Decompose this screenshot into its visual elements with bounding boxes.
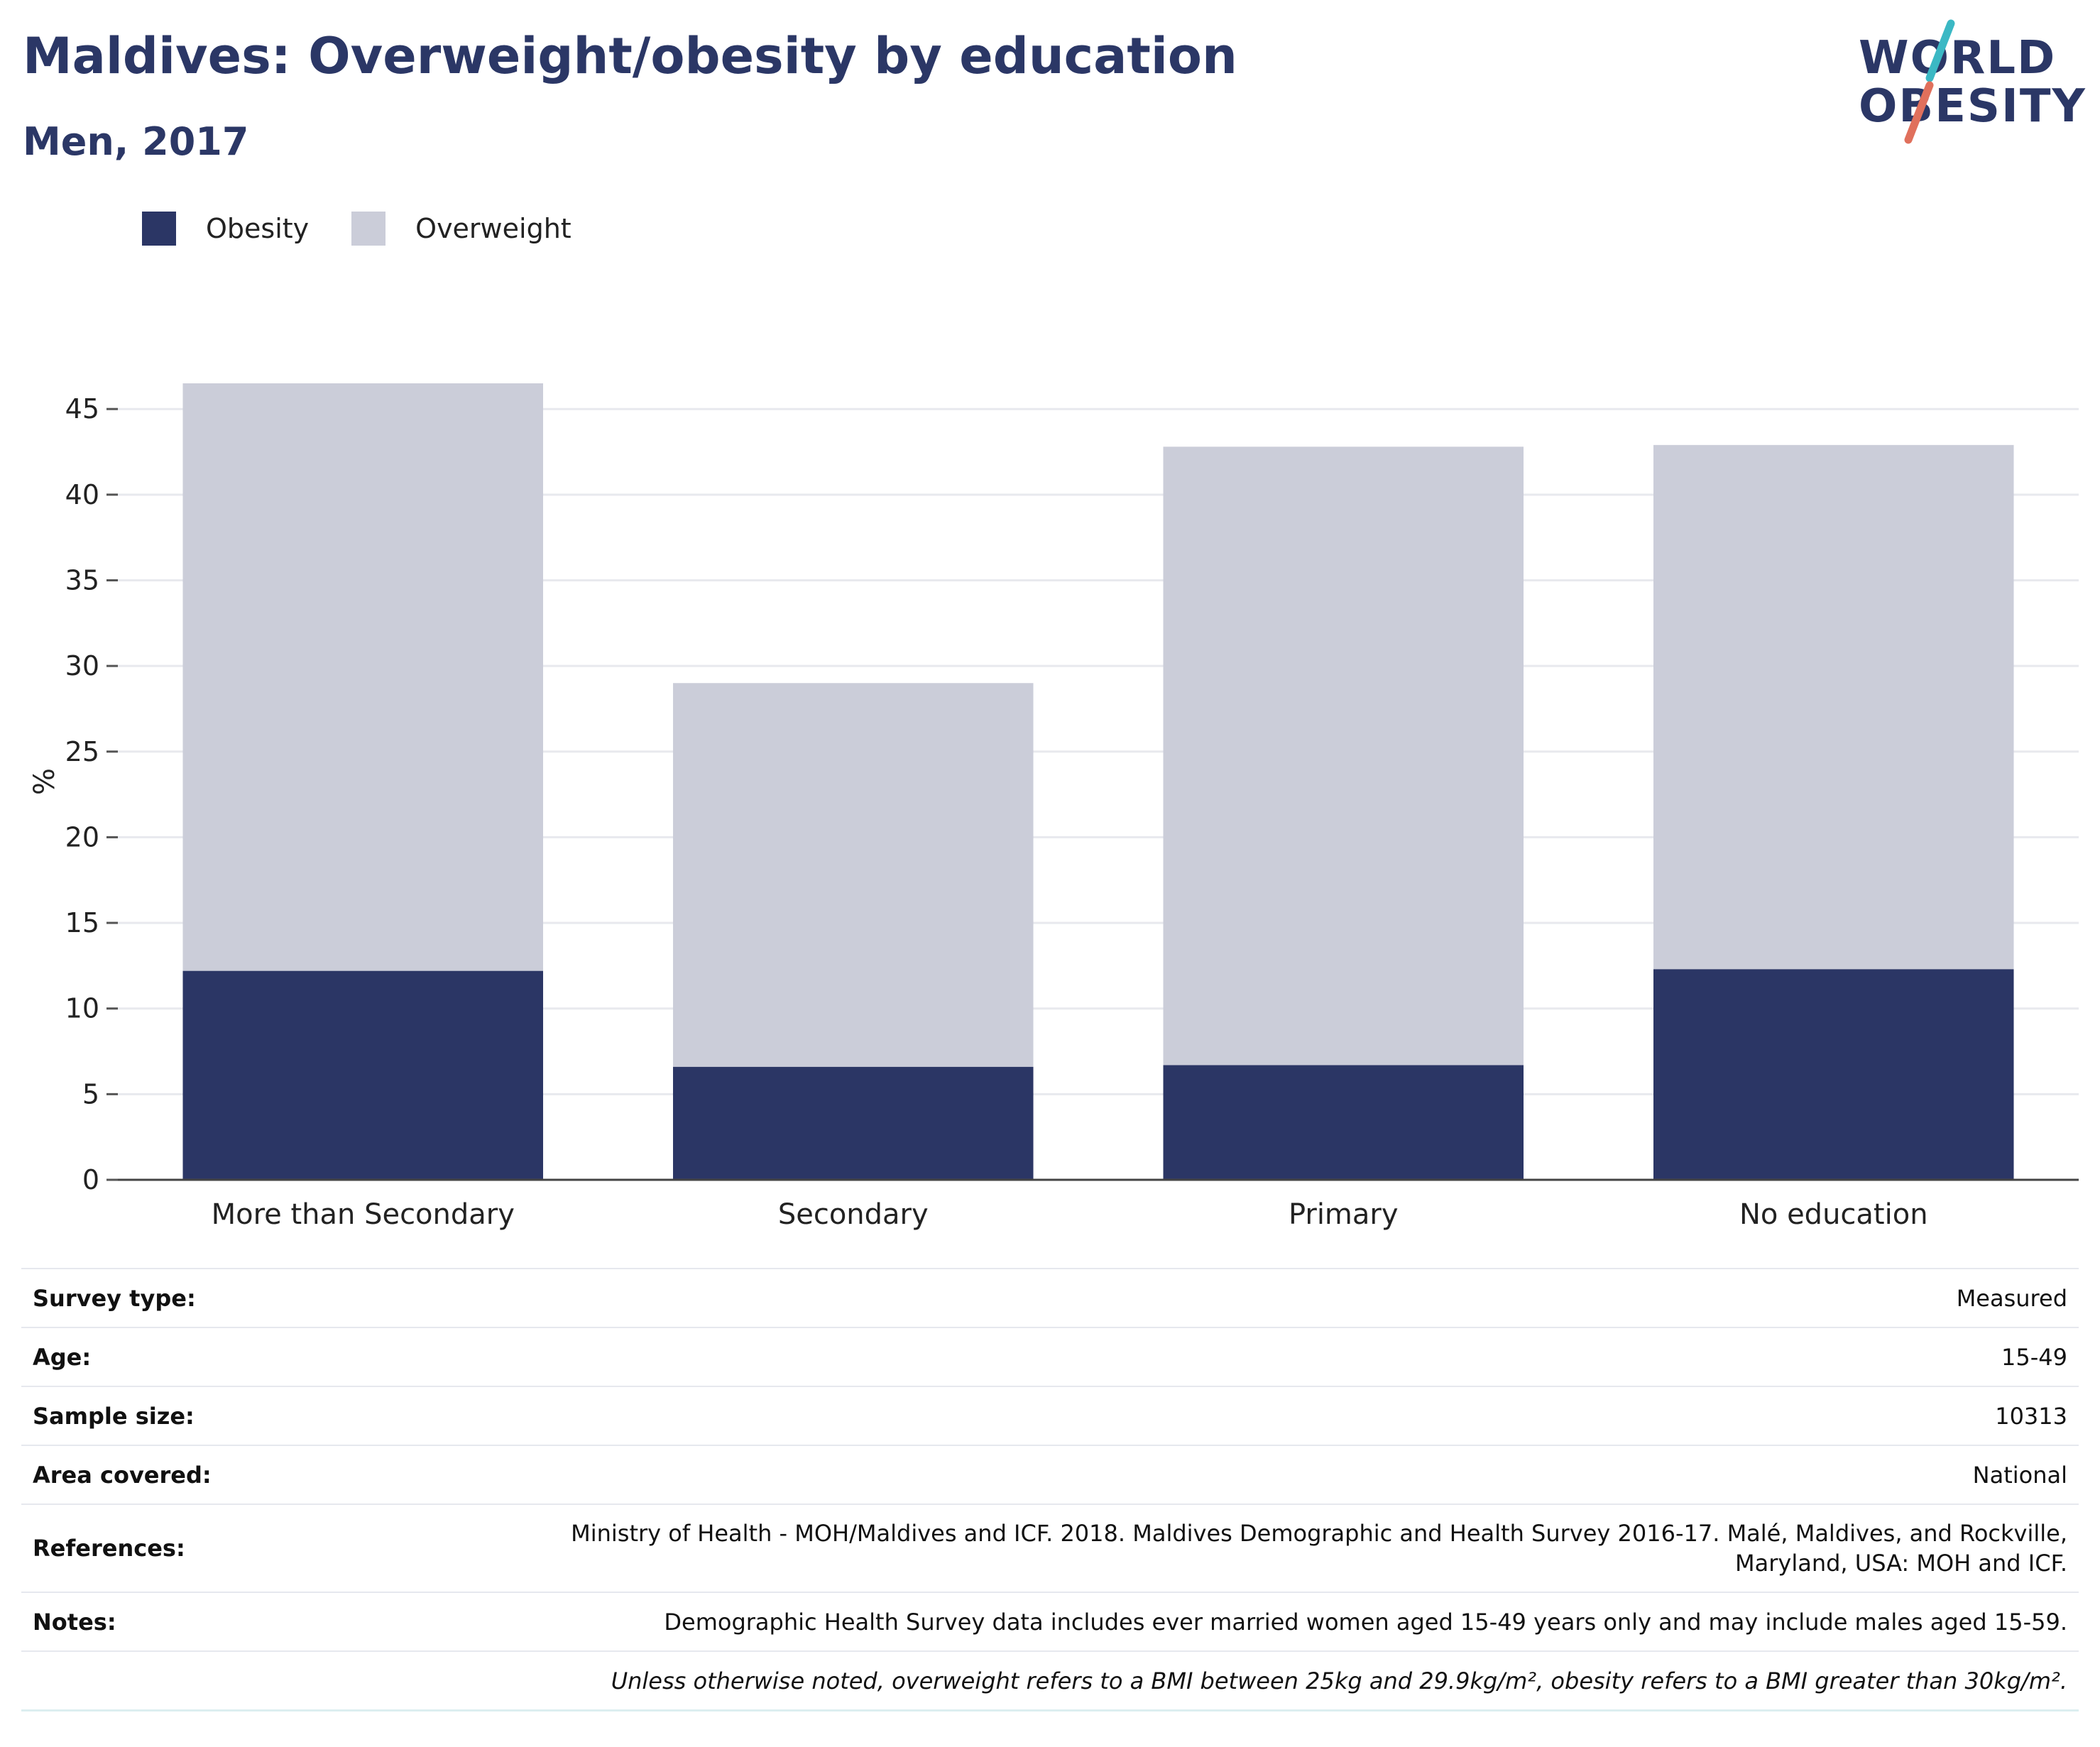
x-tick-label: More than Secondary [212,1198,515,1231]
legend-swatch-obesity [142,212,176,246]
bar-overweight-more-than-secondary [182,383,544,971]
chart-legend: Obesity Overweight [142,212,614,246]
logo-text-world: WORLD [1859,32,2057,84]
bar-obesity-no-education [1653,969,2014,1180]
legend-swatch-overweight [351,212,386,246]
y-axis-label: % [28,768,61,795]
bmi-footnote: Unless otherwise noted, overweight refer… [470,1650,2079,1712]
info-key: Survey type: [21,1268,470,1327]
chart-subtitle: Men, 2017 [23,119,249,164]
world-obesity-logo: WORLD OBESITY [1846,18,2087,153]
y-tick-label: 40 [65,479,99,510]
y-tick-label: 20 [65,821,99,853]
info-row-age: Age: 15-49 [21,1327,2079,1386]
chart-title: Maldives: Overweight/obesity by educatio… [23,27,1237,85]
y-tick-label: 0 [82,1164,99,1195]
info-row-footnote: Unless otherwise noted, overweight refer… [21,1650,2079,1712]
legend-label-obesity: Obesity [206,213,310,244]
x-tick-label: No education [1739,1198,1928,1231]
logo-text-obesity: OBESITY [1859,80,2087,133]
info-value: 10313 [470,1386,2079,1445]
y-tick-label: 35 [65,564,99,596]
info-key: Age: [21,1327,470,1386]
info-value: Ministry of Health - MOH/Maldives and IC… [470,1504,2079,1592]
info-row-references: References: Ministry of Health - MOH/Mal… [21,1504,2079,1592]
info-row-sample-size: Sample size: 10313 [21,1386,2079,1445]
reference-line-1: Ministry of Health - MOH/Maldives and IC… [571,1520,2067,1547]
legend-label-overweight: Overweight [415,213,572,244]
bar-overweight-no-education [1653,444,2014,970]
info-value: Measured [470,1268,2079,1327]
x-tick-label: Secondary [778,1198,929,1231]
info-key: Sample size: [21,1386,470,1445]
info-key-empty [21,1650,470,1712]
y-tick-label: 30 [65,650,99,681]
reference-line-2: Maryland, USA: MOH and ICF. [1735,1550,2067,1577]
y-tick-label: 10 [65,993,99,1024]
info-row-area-covered: Area covered: National [21,1445,2079,1504]
y-tick-label: 5 [82,1078,99,1110]
info-key: References: [21,1504,470,1592]
info-value: Demographic Health Survey data includes … [470,1592,2079,1651]
legend-item-overweight[interactable]: Overweight [351,212,572,246]
bar-overweight-primary [1163,447,1524,1066]
bar-obesity-secondary [672,1066,1034,1180]
bar-overweight-secondary [672,683,1034,1067]
y-tick-label: 25 [65,736,99,767]
info-value: 15-49 [470,1327,2079,1386]
y-tick-label: 45 [65,393,99,425]
bar-obesity-primary [1163,1065,1524,1180]
info-row-survey-type: Survey type: Measured [21,1268,2079,1327]
info-row-notes: Notes: Demographic Health Survey data in… [21,1592,2079,1651]
x-tick-label: Primary [1289,1198,1399,1231]
info-key: Notes: [21,1592,470,1651]
logo-slash-icon [1904,19,1955,144]
info-value: National [470,1445,2079,1504]
survey-info-table: Survey type: Measured Age: 15-49 Sample … [21,1268,2079,1712]
y-tick-label: 15 [65,907,99,938]
bar-obesity-more-than-secondary [182,970,544,1180]
stacked-bar-chart: 0 5 10 15 20 25 30 35 40 45% More than Secondary Se… [28,383,2079,1231]
info-key: Area covered: [21,1445,470,1504]
legend-item-obesity[interactable]: Obesity [142,212,309,246]
